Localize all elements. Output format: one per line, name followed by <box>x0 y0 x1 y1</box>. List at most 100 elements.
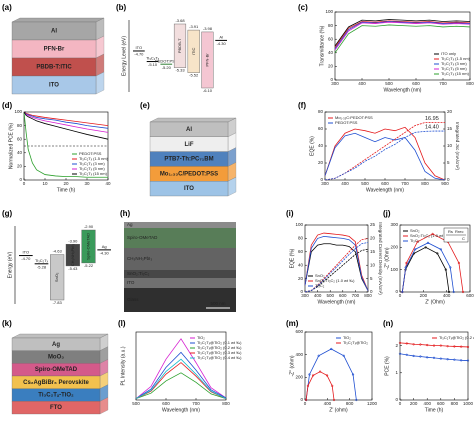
series-line <box>135 338 227 399</box>
legend-label: Ti₃C₂Tₓ (1.5 nm) <box>79 156 109 161</box>
y-tick-label: 40 <box>298 262 304 267</box>
plot-frame <box>399 331 469 401</box>
data-point <box>444 268 448 271</box>
y2-axis-label: Integrated Jsc (mA/cm²) <box>455 122 460 171</box>
data-point <box>405 353 408 356</box>
data-point <box>436 252 439 255</box>
y2-tick-label: 10 <box>447 143 453 148</box>
legend-label: TiO₂ <box>197 335 205 340</box>
level-value: -5.28 <box>37 264 47 269</box>
series-line <box>334 21 471 49</box>
x-tick-label: 20 <box>63 181 69 186</box>
legend-label: Ti₃C₂Tₓ@TiO₂ (0.2 wt ‰) <box>197 345 242 350</box>
y-tick-label: 100 <box>390 267 398 272</box>
series-line <box>23 111 108 178</box>
y-tick-label: 1 <box>395 370 398 375</box>
layer-name: Ag <box>52 342 60 348</box>
x-tick-label: 700 <box>192 401 200 406</box>
panel-label: (i) <box>286 209 294 218</box>
panel-label: (k) <box>2 319 12 328</box>
y-tick-label: 20 <box>318 160 324 165</box>
level-name: Al <box>219 34 223 39</box>
series-line <box>305 348 357 401</box>
layer-name: MoO₃ <box>48 355 64 361</box>
data-point <box>412 354 415 358</box>
y2-tick-label: 15 <box>447 126 453 131</box>
energy-band <box>173 23 187 68</box>
series-line <box>135 358 227 399</box>
series-line <box>334 20 471 48</box>
data-point <box>466 345 470 349</box>
x-tick-label: 500 <box>385 81 393 86</box>
series-line <box>324 130 445 181</box>
y-tick-label: 60 <box>328 36 334 41</box>
y-tick-label: 80 <box>318 109 324 114</box>
data-point <box>419 343 422 346</box>
data-point <box>432 344 436 347</box>
annotation: 14.40 <box>425 124 439 130</box>
data-point <box>404 266 407 269</box>
level-value: -4.30 <box>217 41 227 46</box>
x-tick-label: 300 <box>321 181 329 186</box>
series-line <box>401 246 450 293</box>
x-tick-label: 600 <box>437 401 445 406</box>
energy-band <box>81 229 96 264</box>
y-tick-label: 40 <box>17 150 23 155</box>
x-tick-label: 800 <box>222 401 230 406</box>
data-point <box>308 373 311 376</box>
y-tick-label: 60 <box>298 249 304 254</box>
sem-layer <box>124 222 236 228</box>
series-line <box>23 111 109 126</box>
x-tick-label: 600 <box>466 293 474 298</box>
x-tick-label: 500 <box>361 181 369 186</box>
y2-tick-label: 0 <box>447 177 450 182</box>
level-value: -7.83 <box>53 300 63 305</box>
band-name: PBDB-T <box>177 38 182 53</box>
y-tick-label: 20 <box>328 64 334 69</box>
x-tick-label: 30 <box>84 181 90 186</box>
y-axis-label: EQE (%) <box>309 136 315 156</box>
y-tick-label: 0 <box>19 177 22 182</box>
sem-layer <box>124 248 236 270</box>
data-point <box>351 373 355 376</box>
x-axis-label: Z' (ohm) <box>329 407 348 413</box>
legend-label: PEDOT:PSS <box>335 120 358 125</box>
x-tick-label: 400 <box>341 181 349 186</box>
panel-label: (d) <box>2 101 13 110</box>
sem-layer <box>124 270 236 278</box>
y2-tick-label: 10 <box>370 262 376 267</box>
level-name: PEDOT:PSS <box>155 58 178 63</box>
data-point <box>405 342 408 345</box>
y-axis-label: -Z'' (Ohm) <box>384 247 390 270</box>
y-tick-label: 300 <box>390 222 398 227</box>
data-point <box>460 345 463 348</box>
panel-label: (m) <box>286 319 299 328</box>
layer <box>149 181 229 197</box>
series-line <box>399 342 469 348</box>
level-value: -3.98 <box>203 26 213 31</box>
x-tick-label: 600 <box>412 81 420 86</box>
x-tick-label: 200 <box>410 401 418 406</box>
layer-name: Al <box>51 29 57 35</box>
panel-label: (b) <box>116 3 127 12</box>
layer-top-face <box>11 333 109 339</box>
y-axis-label: EQE (%) <box>289 248 295 268</box>
legend-label: Ti₃C₂Tₓ@TiO₂ (0.1 wt ‰) <box>197 340 242 345</box>
level-value: -4.30 <box>100 250 110 255</box>
layer-name: PBDB-T:ITIC <box>36 65 72 71</box>
band-name: PFN-Br <box>204 53 209 67</box>
y-axis-label: Normalized PCE (%) <box>8 123 14 169</box>
level-name: ITO <box>136 45 143 50</box>
y-tick-label: 100 <box>295 222 303 227</box>
series-line <box>334 21 471 51</box>
data-point <box>311 374 315 377</box>
series-line <box>23 111 109 140</box>
y-tick-label: 2 <box>395 343 398 348</box>
panel-label: (g) <box>2 209 13 218</box>
data-point <box>412 343 415 346</box>
level-name: ITO <box>23 250 30 255</box>
x-tick-label: 700 <box>439 81 447 86</box>
x-tick-label: 600 <box>162 401 170 406</box>
x-tick-label: 600 <box>339 293 347 298</box>
scale-label: 500 nm <box>210 301 225 306</box>
